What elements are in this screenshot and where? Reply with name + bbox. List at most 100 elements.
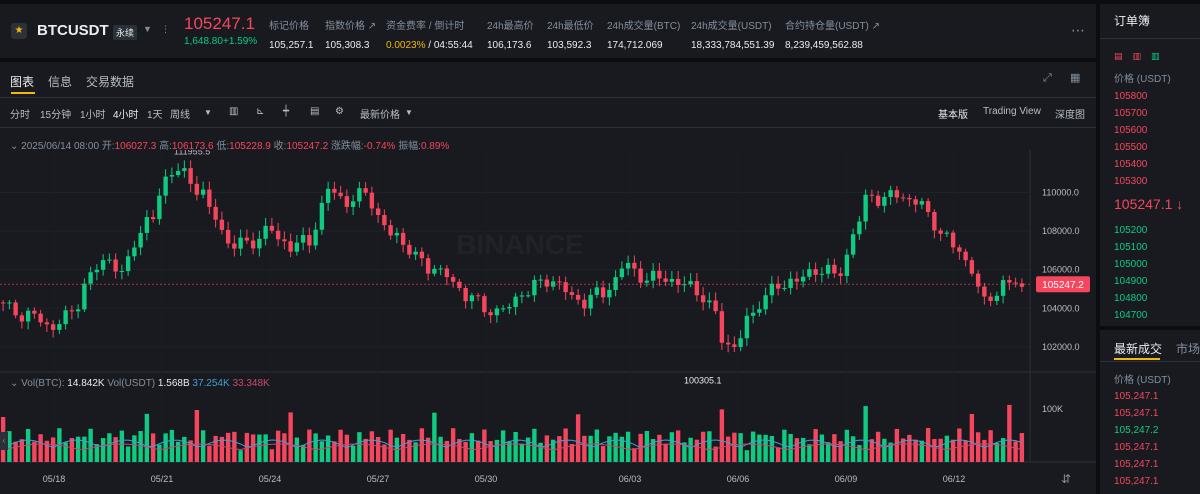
interval-4h[interactable]: 4小时 — [113, 110, 139, 121]
bid-row[interactable]: 104900 — [1114, 276, 1148, 287]
indicator-calendar-icon[interactable]: ▥ — [229, 106, 239, 117]
price-chart[interactable]: BINANCE 105247.2 111955.5 100305.1 110000.… — [0, 150, 1096, 494]
tab-info[interactable]: 信息 — [48, 75, 73, 89]
interval-15m[interactable]: 15分钟 — [40, 110, 72, 121]
tab-chart[interactable]: 图表 — [10, 75, 35, 89]
view-basic[interactable]: 基本版 — [938, 110, 968, 121]
volume-bar — [557, 436, 562, 462]
bid-row[interactable]: 104800 — [1114, 293, 1148, 304]
candle-body — [494, 308, 500, 316]
interval-dropdown-icon[interactable]: ▼ — [204, 108, 212, 117]
candle-body — [394, 232, 400, 236]
layout-grid-icon[interactable]: ▦ — [1070, 72, 1081, 84]
volume-bar — [513, 431, 518, 462]
interval-1w[interactable]: 周线 — [170, 110, 190, 121]
volume-bar — [788, 433, 793, 462]
view-depth[interactable]: 深度图 — [1055, 110, 1085, 121]
volume-bar — [982, 439, 987, 462]
ask-row[interactable]: 105700 — [1114, 108, 1148, 119]
interval-time[interactable]: 分时 — [10, 110, 30, 121]
ask-row[interactable]: 105400 — [1114, 159, 1148, 170]
trades-price-header: 价格 (USDT) — [1114, 375, 1171, 386]
volume-bar — [307, 429, 312, 462]
trade-row: 105,247.1 — [1114, 391, 1159, 402]
drawing-tools-icon[interactable]: ▤ — [310, 106, 320, 117]
volume-bar — [619, 436, 625, 462]
low-label: 低: — [216, 141, 230, 152]
volume-bar — [625, 431, 631, 462]
volume-bar — [144, 413, 150, 462]
view-both-icon[interactable]: ▤ — [1114, 51, 1123, 61]
volume-bar — [275, 430, 281, 462]
symbol-name[interactable]: BTCUSDT — [37, 22, 109, 39]
volume-bar — [300, 444, 306, 462]
index-price-stat[interactable]: 指数价格 ↗ 105,308.3 — [325, 21, 377, 51]
volume-bar — [213, 435, 218, 462]
candle-body — [425, 258, 431, 274]
candle-style-icon[interactable]: ┿ — [283, 106, 290, 117]
candle-body — [888, 190, 893, 197]
candle-body — [294, 242, 300, 252]
volume-bar — [925, 428, 931, 462]
bid-row[interactable]: 105200 — [1114, 225, 1148, 236]
fullscreen-icon[interactable]: ⤢ — [1043, 72, 1052, 84]
view-tradingview[interactable]: Trading View — [983, 106, 1041, 117]
volume-chevron-icon[interactable]: ⌄ — [10, 378, 19, 389]
volume-bar — [338, 429, 343, 462]
candle-body — [369, 192, 375, 209]
volume-bar — [207, 445, 212, 462]
volume-bar — [744, 450, 750, 462]
volume-bar — [563, 428, 568, 462]
candle-body — [363, 188, 368, 193]
ohlc-date: 2025/06/14 08:00 — [21, 141, 100, 152]
orderbook-divider — [1100, 38, 1200, 39]
bid-row[interactable]: 105100 — [1114, 242, 1148, 253]
favorite-star-icon[interactable]: ★ — [11, 23, 27, 39]
tab-trading-data[interactable]: 交易数据 — [86, 75, 135, 89]
candle-body — [288, 241, 293, 252]
interval-1d[interactable]: 1天 — [147, 110, 163, 121]
tab-market-trades[interactable]: 市场 — [1176, 342, 1200, 356]
close-value: 105247.2 — [286, 141, 329, 152]
price-type-chevron-icon[interactable]: ▼ — [405, 108, 413, 117]
interval-1h[interactable]: 1小时 — [80, 110, 106, 121]
candle-body — [32, 310, 37, 314]
reset-scale-icon[interactable]: ⇵ — [1061, 472, 1072, 486]
volume-bar — [532, 428, 537, 462]
x-tick-label: 06/03 — [619, 474, 642, 484]
mid-price-value: 105247.1 — [1114, 196, 1173, 212]
candle-body — [157, 195, 162, 220]
volume-bar — [1000, 438, 1006, 462]
vol-btc-value: 14.842K — [67, 378, 105, 389]
view-asks-icon[interactable]: ▥ — [1132, 51, 1142, 61]
candle-body — [957, 247, 962, 252]
bid-row[interactable]: 104700 — [1114, 310, 1148, 321]
ask-row[interactable]: 105300 — [1114, 176, 1148, 187]
tab-latest-trades[interactable]: 最新成交 — [1114, 342, 1163, 356]
volume-bar — [232, 431, 237, 462]
settings-gear-icon[interactable]: ⚙ — [335, 106, 344, 117]
candle-body — [300, 235, 306, 243]
symbol-dropdown-icon[interactable]: ▼ — [143, 24, 152, 34]
ask-row[interactable]: 105600 — [1114, 125, 1148, 136]
symbol-more-icon[interactable]: ⋮ — [161, 24, 170, 34]
candle-body — [100, 260, 106, 270]
volume-bar — [882, 438, 887, 462]
volume-bar — [850, 436, 856, 462]
view-bids-icon[interactable]: ▥ — [1151, 51, 1160, 61]
collapse-chevron-icon[interactable]: ⌄ — [10, 141, 19, 152]
price-type-select[interactable]: 最新价格 — [360, 110, 400, 121]
more-dots-icon[interactable]: ⋯ — [1071, 22, 1085, 38]
bid-row[interactable]: 105000 — [1114, 259, 1148, 270]
scroll-left-icon[interactable]: ‹ — [0, 432, 8, 450]
volume-bar — [475, 440, 481, 462]
ask-row[interactable]: 105800 — [1114, 91, 1148, 102]
chart-type-icon[interactable]: ⊾ — [256, 106, 265, 117]
volume-bar — [663, 443, 668, 462]
ask-row[interactable]: 105500 — [1114, 142, 1148, 153]
price-change-pct: +1.59% — [223, 36, 258, 47]
candle-body — [257, 238, 262, 249]
volume-bar — [800, 437, 806, 462]
volume-bar — [107, 433, 112, 462]
open-interest-stat[interactable]: 合约持仓量(USDT) ↗ 8,239,459,562.88 — [785, 21, 881, 51]
